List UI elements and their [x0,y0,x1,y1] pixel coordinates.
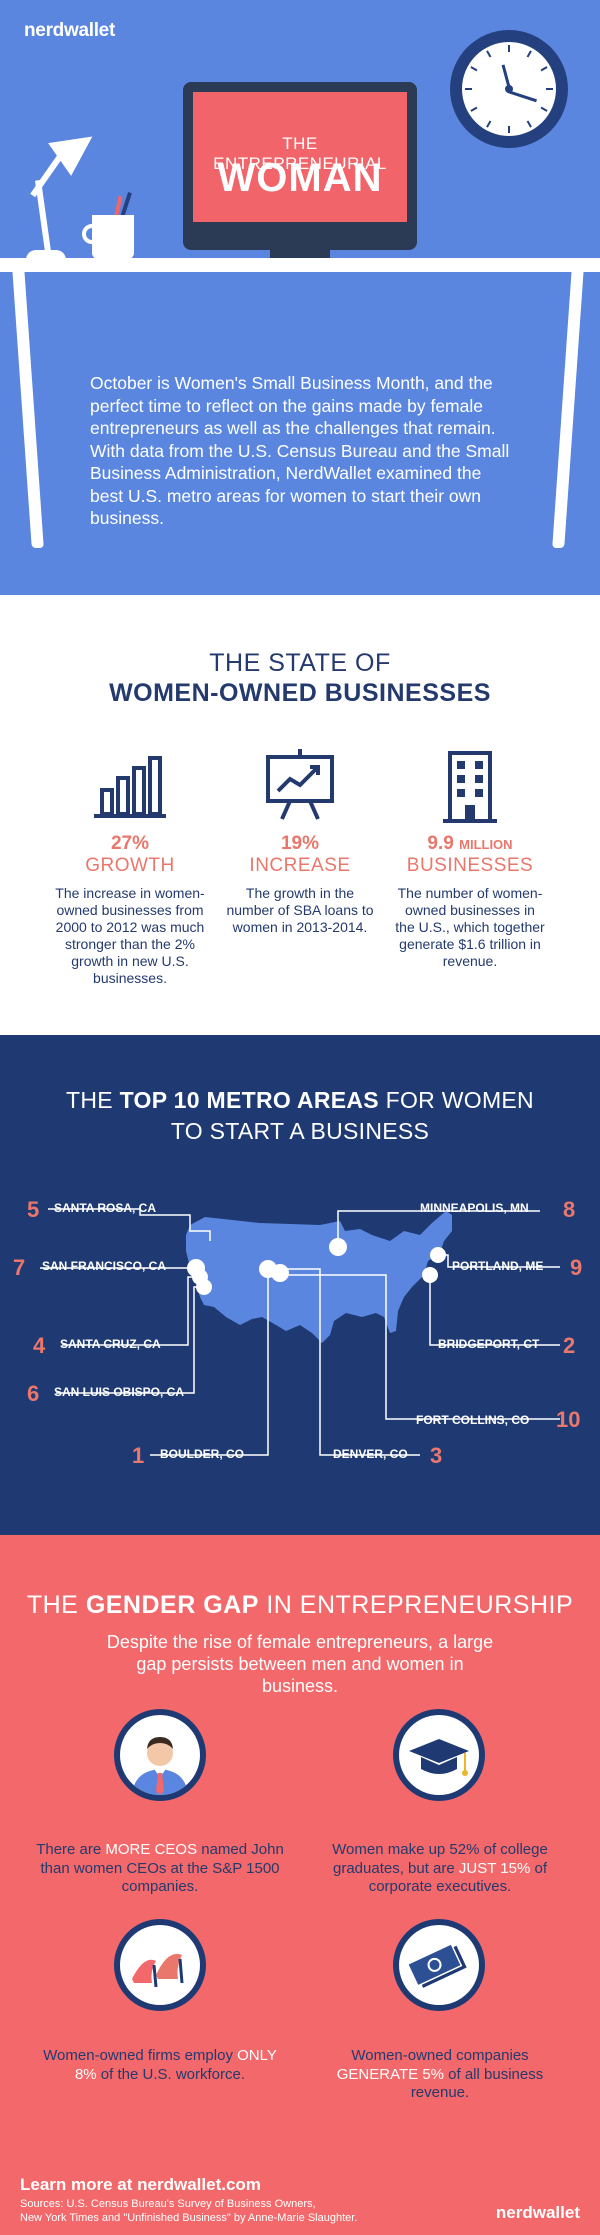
city-marker [430,1247,446,1263]
mug-icon [92,215,134,259]
office-building-icon [443,751,497,823]
desk [0,258,600,272]
metro-rank: 6 [27,1381,40,1406]
stat-label: BUSINESSES [406,855,534,876]
metro-city: SAN FRANCISCO, CA [42,1259,167,1273]
stat-number: 27% [110,833,150,854]
city-marker [196,1279,212,1295]
gap-fact: Women make up 52% of college graduates, … [332,1841,548,1895]
metro-rank: 7 [13,1255,26,1280]
metro-rank: 4 [33,1333,46,1358]
hero-section: nerdwallet [0,0,600,595]
metro-city: BOULDER, CO [160,1447,244,1461]
monitor: THE ENTREPRENEURIAL WOMAN [183,82,417,250]
hero-title: WOMAN [217,156,383,200]
learn-more-link[interactable]: Learn more at nerdwallet.com [20,2175,261,2194]
presentation-board-icon [266,749,334,820]
stat-businesses: 9.9 MILLION BUSINESSES The number of wom… [385,745,555,970]
money-icon [393,1919,485,2011]
metro-rank: 2 [563,1333,576,1358]
city-marker [329,1238,347,1256]
state-title-line1: THE STATE OF [209,649,391,677]
stat-description: The number of women-owned businesses in … [395,885,545,969]
hero-kicker: THE ENTREPRENEURIAL [213,134,387,173]
metro-city: SANTA ROSA, CA [54,1201,156,1215]
stat-number: 19% [280,833,320,854]
stat-label: GROWTH [85,855,175,876]
stat-label: INCREASE [249,855,351,876]
intro-text: October is Women's Small Business Month,… [90,373,510,528]
gap-subtitle: Despite the rise of female entrepreneurs… [106,1632,494,1696]
metro-city: DENVER, CO [333,1447,408,1461]
metro-city: SAN LUIS OBISPO, CA [54,1385,185,1399]
city-marker [422,1267,438,1283]
high-heels-icon [114,1919,206,2011]
metro-city: PORTLAND, ME [452,1259,544,1273]
businessman-icon [114,1709,206,1801]
nerdwallet-logo[interactable]: nerdwallet [24,20,115,41]
sources: Sources: U.S. Census Bureau's Survey of … [20,2198,358,2224]
stat-number: 9.9 MILLION [427,833,513,854]
metro-title: THE TOP 10 METRO AREAS FOR WOMEN TO STAR… [66,1087,534,1144]
state-section: THE STATE OF WOMEN-OWNED BUSINESSES 27% … [0,595,600,1035]
us-map-shape [186,1211,452,1343]
gap-title: THE GENDER GAP IN ENTREPRENEURSHIP [26,1591,574,1619]
metro-rank: 8 [563,1197,576,1222]
stat-description: The increase in women-owned businesses f… [55,885,205,986]
stat-increase: 19% INCREASE The growth in the number of… [215,745,385,936]
gender-gap-section: THE GENDER GAP IN ENTREPRENEURSHIP Despi… [0,1535,600,2235]
metro-rank: 10 [556,1407,581,1432]
gap-fact: Women-owned companies GENERATE 5% of all… [336,2047,544,2101]
gap-fact: There are MORE CEOS named John than wome… [36,1841,284,1895]
metro-city: BRIDGEPORT, CT [438,1337,540,1351]
graduation-cap-icon [393,1709,485,1801]
metro-rank: 3 [430,1443,443,1468]
metro-city: FORT COLLINS, CO [416,1413,530,1427]
gap-fact: Women-owned firms employ ONLY 8% of the … [43,2047,277,2083]
metro-city: MINNEAPOLIS, MN [420,1201,529,1215]
us-map [40,1208,560,1456]
metro-section: THE TOP 10 METRO AREAS FOR WOMEN TO STAR… [0,1035,600,1535]
metro-rank: 1 [132,1443,145,1468]
stat-growth: 27% GROWTH The increase in women-owned b… [45,745,215,987]
metro-city: SANTA CRUZ, CA [60,1337,161,1351]
metro-rank: 5 [27,1197,40,1222]
stat-description: The growth in the number of SBA loans to… [226,885,374,935]
monitor-screen: THE ENTREPRENEURIAL WOMAN [193,92,407,222]
bar-chart-icon [94,756,166,818]
state-title-line2: WOMEN-OWNED BUSINESSES [109,679,491,707]
city-marker [271,1264,289,1282]
clock-icon [450,30,568,148]
footer-logo[interactable]: nerdwallet [495,2203,580,2222]
metro-rank: 9 [570,1255,583,1280]
metro-markers [187,1238,446,1295]
